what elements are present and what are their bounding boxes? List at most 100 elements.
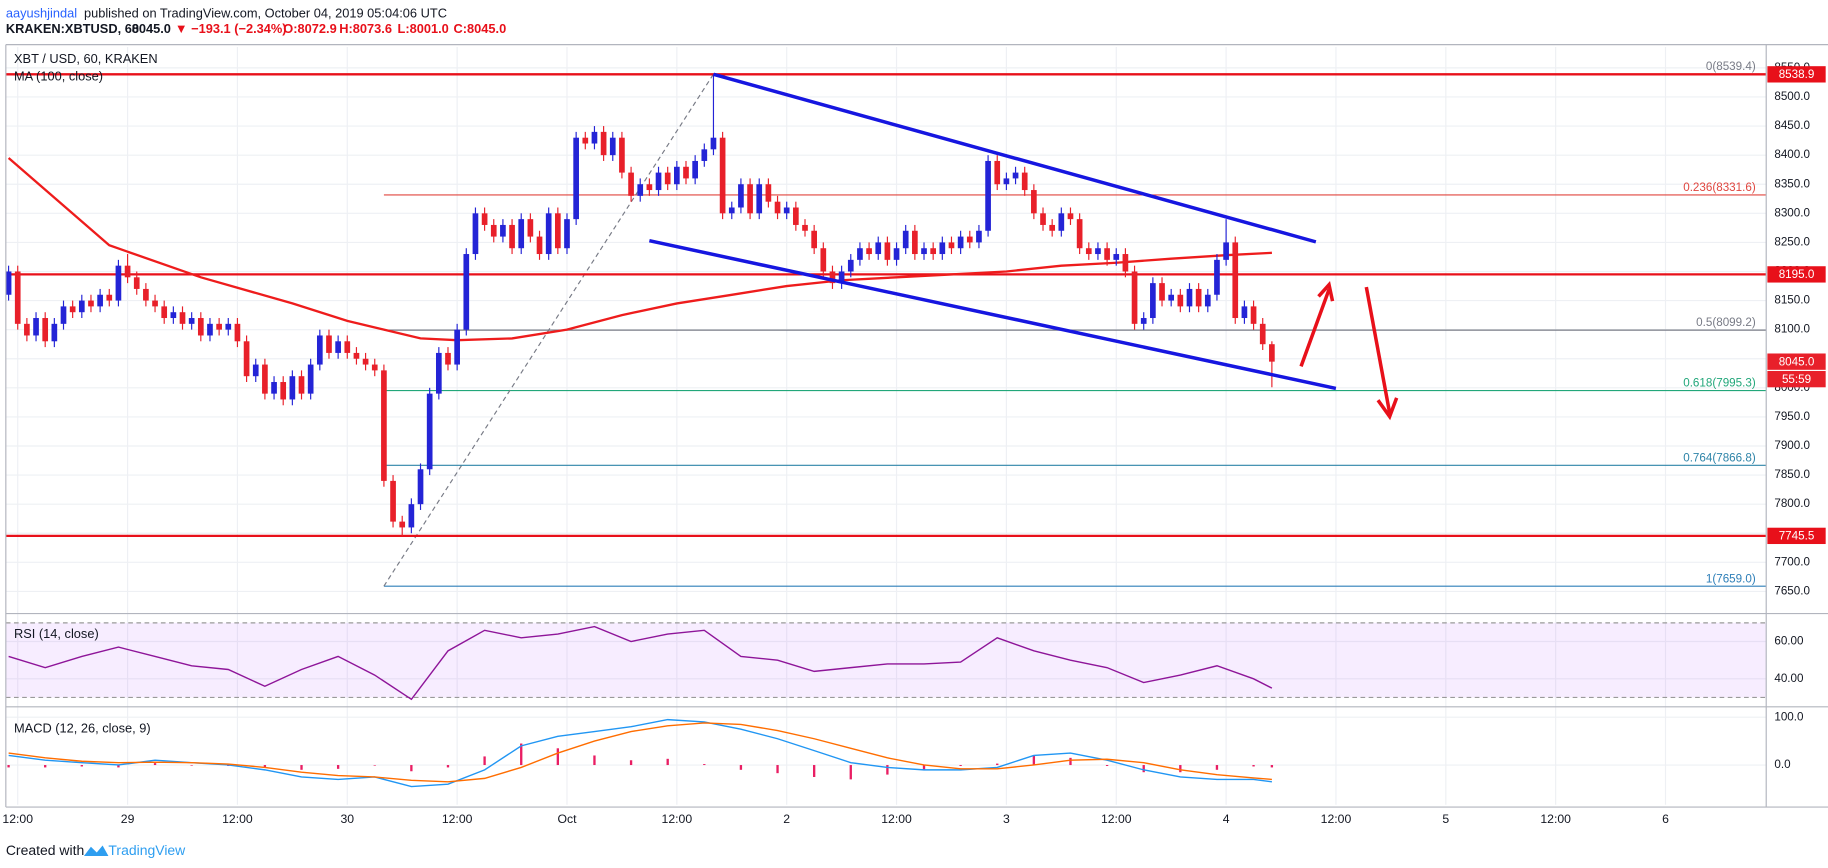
macd-histogram-bar	[7, 765, 10, 768]
candle-body	[481, 213, 488, 225]
candle-body	[857, 248, 863, 260]
candle-body	[545, 213, 552, 255]
candle-body	[921, 248, 927, 255]
candle-body	[188, 318, 195, 324]
level-tag: 7745.5	[1779, 530, 1815, 543]
candle-body	[463, 254, 470, 330]
candle-body	[802, 224, 808, 231]
candle-body	[280, 382, 287, 400]
annotation-arrows	[1299, 281, 1399, 421]
candle-body	[1113, 254, 1120, 260]
candle-body	[490, 224, 497, 237]
candle-body	[234, 323, 241, 342]
last-price-tag: 8045.0	[1779, 355, 1815, 368]
candle-body	[307, 364, 314, 394]
macd-histogram-bar	[1069, 757, 1072, 766]
candle-body	[637, 184, 644, 196]
candle-body	[1186, 288, 1193, 307]
candle-body	[536, 236, 543, 255]
candle-body	[69, 306, 76, 313]
x-tick-label: 12:00	[222, 812, 253, 826]
x-tick-label: 12:00	[881, 812, 912, 826]
candle-body	[179, 312, 186, 324]
candle-body	[371, 364, 378, 371]
candle-body	[554, 213, 561, 249]
candle-body	[573, 137, 579, 220]
candle-body	[262, 364, 268, 394]
candle-body	[133, 277, 140, 289]
candle-body	[14, 271, 21, 324]
candle-body	[902, 230, 909, 249]
fib-label: 0.5(8099.2)	[1696, 316, 1756, 329]
trendline	[648, 238, 1337, 391]
macd-histogram-bar	[410, 765, 413, 772]
published-info: published on TradingView.com, October 04…	[84, 6, 447, 21]
y-tick-label: 8300.0	[1774, 206, 1810, 219]
candle-body	[994, 160, 1001, 185]
candle-body	[564, 219, 570, 249]
x-tick-label: 5	[1442, 812, 1449, 826]
candle-body	[216, 323, 222, 330]
candle-body	[1076, 219, 1083, 249]
macd-histogram-bar	[776, 765, 779, 774]
candle-body	[1259, 323, 1266, 345]
candle-body	[381, 370, 387, 481]
level-tag-bg	[1767, 66, 1826, 83]
candle-body	[793, 207, 799, 225]
arrow-head	[1376, 397, 1399, 421]
candle-body	[957, 236, 964, 249]
candle-body	[1040, 213, 1046, 225]
candle-body	[197, 318, 204, 336]
candle-body	[78, 300, 85, 313]
candle-body	[362, 358, 369, 365]
candle-body	[655, 172, 662, 191]
x-tick-label: 3	[1003, 812, 1010, 826]
header-high: H:8073.6	[339, 21, 392, 36]
macd-histogram-bar	[886, 765, 889, 775]
y-tick-label: 100.0	[1774, 710, 1804, 723]
candle-body	[445, 352, 451, 365]
candle-body	[838, 271, 845, 284]
candle-body	[866, 248, 872, 255]
candle-body	[728, 207, 735, 214]
level-tag-bg	[1767, 266, 1826, 283]
candle-body	[106, 294, 113, 301]
macd-histogram-bar	[1252, 765, 1255, 767]
macd-histogram-bar	[483, 756, 486, 766]
publisher-link[interactable]: aayushjindal	[6, 6, 77, 21]
candle-body	[1067, 213, 1074, 220]
candle-body	[289, 376, 296, 400]
header-change: ▼ −193.1 (−2.34%)	[175, 21, 287, 36]
y-tick-label: 60.00	[1774, 635, 1804, 648]
macd-histogram-bar	[703, 764, 706, 766]
candle-body	[1122, 254, 1129, 272]
macd-title: MACD (12, 26, close, 9)	[14, 720, 151, 735]
ma-legend: MA (100, close)	[14, 69, 103, 84]
candle-body	[829, 271, 836, 284]
header-close: C:8045.0	[454, 21, 507, 36]
x-tick-label: 12:00	[1101, 812, 1132, 826]
candle-body	[976, 230, 982, 243]
fib-label: 0.618(7995.3)	[1683, 377, 1756, 390]
candle-body	[88, 300, 94, 307]
candle-body	[51, 323, 58, 342]
macd-histogram-bar	[739, 765, 743, 770]
fib-label: 1(7659.0)	[1706, 572, 1756, 585]
macd-histogram-bar	[44, 765, 47, 768]
candle-body	[472, 213, 479, 255]
candle-body	[298, 376, 305, 394]
candle-body	[985, 160, 991, 231]
moving-average	[7, 157, 1272, 342]
candle-body	[1269, 344, 1275, 362]
footer-brand[interactable]: TradingView	[108, 842, 186, 858]
candle-body	[600, 131, 607, 156]
candle-body	[33, 318, 39, 336]
candle-body	[1214, 259, 1220, 295]
main-title: XBT / USD, 60, KRAKEN	[14, 51, 158, 66]
macd-histogram-bar	[1215, 765, 1219, 770]
y-tick-label: 7850.0	[1774, 468, 1810, 481]
candle-body	[5, 271, 12, 295]
